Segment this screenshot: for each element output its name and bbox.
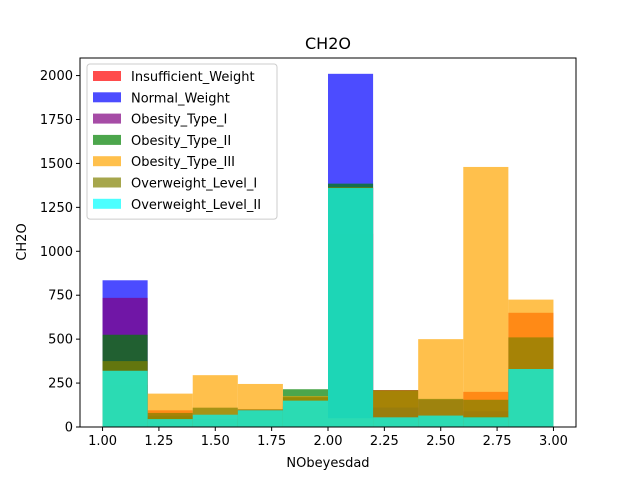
legend-swatch [93,113,121,124]
y-tick-label: 1500 [40,157,73,172]
x-tick-label: 2.75 [483,434,512,449]
y-tick-label: 500 [48,333,73,348]
x-tick-label: 1.00 [88,434,117,449]
bar [192,414,238,427]
x-tick-label: 3.00 [539,434,568,449]
bar [282,400,328,427]
legend-label: Obesity_Type_III [131,155,235,170]
legend-label: Obesity_Type_I [131,113,227,128]
legend-swatch [93,156,121,167]
y-tick-label: 750 [48,289,73,304]
bars-layer [102,73,554,428]
legend-swatch [93,134,121,145]
legend-label: Overweight_Level_II [131,198,261,213]
x-tick-label: 2.50 [426,434,455,449]
bar [328,188,374,427]
legend-swatch [93,92,121,103]
bar [463,417,509,427]
y-axis-label: CH2O [15,223,30,260]
x-tick-label: 2.25 [370,434,399,449]
series-overweight-level-ii [102,188,554,427]
bar [237,410,283,427]
legend-swatch [93,177,121,188]
axes-layer: 1.00 1.25 1.50 1.75 2.00 2.25 2.50 2.75 3.00 0 250… [40,57,577,449]
x-axis-label: NObeyesdad [286,456,369,471]
legend-swatch [93,198,121,209]
legend-frame [86,63,278,220]
bar [373,417,419,427]
y-tick-label: 1750 [40,113,73,128]
bar [418,415,464,427]
legend-label: Normal_Weight [131,91,230,106]
legend: Insufficient_Weight Normal_Weight Obesity_… [86,63,278,220]
y-tick-label: 2000 [40,69,73,84]
y-tick-label: 0 [65,421,73,436]
y-tick-label: 1000 [40,245,73,260]
x-tick-label: 1.75 [257,434,286,449]
bar [147,419,193,427]
legend-swatch [93,71,121,81]
y-tick-label: 1250 [40,201,73,216]
x-tick-label: 1.50 [201,434,230,449]
bar [463,166,509,427]
legend-label: Overweight_Level_I [131,177,257,192]
bar [102,370,148,427]
legend-label: Insufficient_Weight [131,70,255,85]
bar [508,369,554,427]
legend-label: Obesity_Type_II [131,134,231,149]
x-tick-label: 2.00 [314,434,343,449]
y-tick-label: 250 [48,377,73,392]
x-tick-label: 1.25 [144,434,173,449]
chart-title: CH2O [305,34,351,53]
